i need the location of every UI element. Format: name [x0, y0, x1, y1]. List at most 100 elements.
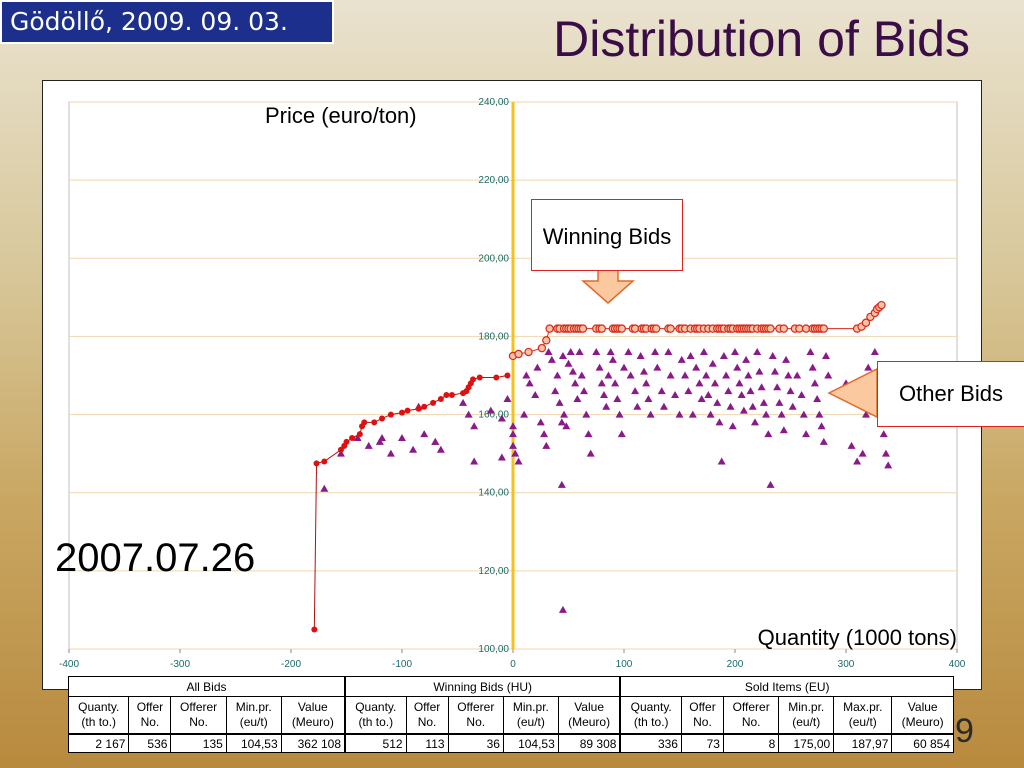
stats-header-line1: Quanty.: [630, 700, 672, 715]
cumulative-bid-point: [470, 376, 477, 383]
y-axis-label: Price (euro/ton): [265, 103, 417, 128]
stats-header-cell: Min.pr. (eu/t): [502, 696, 559, 736]
other-bid-point: [711, 379, 720, 387]
date-stamp: 2007.07.26: [55, 536, 256, 580]
other-bid-point: [744, 371, 753, 379]
cumulative-bid-point: [321, 458, 328, 465]
other-bid-point: [464, 410, 473, 418]
other-bid-point: [770, 367, 779, 375]
other-bid-point: [511, 449, 520, 457]
other-bid-point: [608, 355, 617, 363]
cumulative-bid-point: [313, 460, 320, 467]
winning-bid-point: [779, 324, 789, 333]
other-bid-point: [503, 394, 512, 402]
other-bid-point: [617, 430, 626, 438]
other-bid-point: [746, 387, 755, 395]
other-bid-point: [653, 363, 662, 371]
other-bid-point: [810, 379, 819, 387]
other-bid-point: [642, 379, 651, 387]
other-bid-point: [573, 394, 582, 402]
other-bid-point: [571, 379, 580, 387]
other-bid-point: [544, 348, 553, 356]
x-tick-label: 300: [838, 659, 855, 670]
other-bid-point: [715, 418, 724, 426]
other-bid-point: [375, 437, 384, 445]
winning-bid-point: [651, 324, 661, 333]
other-bid-point: [604, 371, 613, 379]
other-bid-point: [713, 398, 722, 406]
other-bid-point: [755, 367, 764, 375]
other-bid-point: [386, 449, 395, 457]
other-bid-point: [586, 449, 595, 457]
other-bid-point: [533, 363, 542, 371]
winning-bid-point: [666, 324, 675, 333]
other-bid-point: [353, 434, 362, 442]
stats-value-cell: 187,97: [833, 733, 893, 754]
x-tick-label: -400: [59, 659, 79, 670]
other-bid-point: [509, 422, 517, 430]
other-bid-point: [577, 371, 586, 379]
other-bid-point: [580, 387, 589, 395]
other-bid-point: [562, 422, 571, 430]
other-bid-point: [675, 410, 684, 418]
stats-header-cell: Offer No.: [405, 696, 449, 736]
x-tick-label: 200: [727, 659, 744, 670]
other-bid-point: [631, 387, 640, 395]
other-bid-point: [788, 402, 797, 410]
other-bid-point: [717, 457, 726, 465]
other-bid-point: [881, 449, 890, 457]
stats-header-cell: Quanty. (th to.): [619, 696, 682, 736]
other-bid-point: [664, 348, 673, 356]
winning-bid-point: [617, 324, 626, 333]
x-tick-label: 100: [616, 659, 633, 670]
winning-bid-point: [514, 349, 523, 359]
stats-header-cell: Offerer No.: [447, 696, 504, 736]
other-bid-point: [547, 355, 556, 363]
other-bid-point: [722, 371, 731, 379]
winning-callout-arrow: [581, 268, 635, 304]
cumulative-bid-point: [311, 626, 318, 633]
group-all-bids: All Bids: [68, 675, 346, 698]
other-bid-point: [364, 441, 373, 449]
other-bid-point: [822, 351, 831, 359]
winning-bid-point: [537, 343, 547, 353]
cumulative-bid-point: [448, 392, 455, 399]
stats-header-cell: Value (Meuro): [280, 696, 346, 736]
other-bid-point: [777, 410, 786, 418]
other-bid-point: [757, 383, 766, 391]
x-axis-label: Quantity (1000 tons): [757, 625, 957, 650]
cumulative-bid-point: [361, 419, 368, 426]
other-bid-point: [564, 359, 573, 367]
stats-header-line2: (eu/t): [792, 715, 821, 730]
stats-header-line1: Quanty.: [78, 700, 120, 715]
stats-header-cell: Quanty. (th to.): [344, 696, 407, 736]
other-bid-point: [708, 359, 717, 367]
stats-value-cell: 536: [128, 733, 172, 754]
other-bid-point: [398, 434, 406, 442]
y-tick-label: 180,00: [478, 331, 509, 342]
other-bid-point: [639, 367, 648, 375]
stats-header-line1: Offer: [413, 700, 441, 715]
other-bid-point: [688, 410, 697, 418]
cumulative-bid-point: [443, 392, 450, 399]
other-bid-point: [870, 348, 879, 356]
other-bid-point: [879, 430, 888, 438]
other-bid-point: [336, 449, 345, 457]
other-bid-point: [779, 426, 788, 434]
stats-value-cell: 336: [619, 733, 682, 754]
stats-value-cell: 512: [344, 733, 407, 754]
other-bid-point: [497, 453, 506, 461]
other-bid-point: [600, 391, 609, 399]
other-bid-point: [681, 371, 690, 379]
other-bid-point: [459, 398, 468, 406]
other-bid-point: [737, 391, 746, 399]
stats-header-line1: Value: [907, 700, 938, 715]
stats-header-line2: No.: [140, 715, 160, 730]
other-bid-point: [847, 441, 856, 449]
other-bid-point: [666, 371, 675, 379]
stats-header-line2: (eu/t): [239, 715, 268, 730]
stats-header-line2: (eu/t): [848, 715, 877, 730]
stats-header-line2: (Meuro): [568, 715, 611, 730]
x-tick-label: 400: [949, 659, 966, 670]
other-bid-point: [750, 418, 759, 426]
